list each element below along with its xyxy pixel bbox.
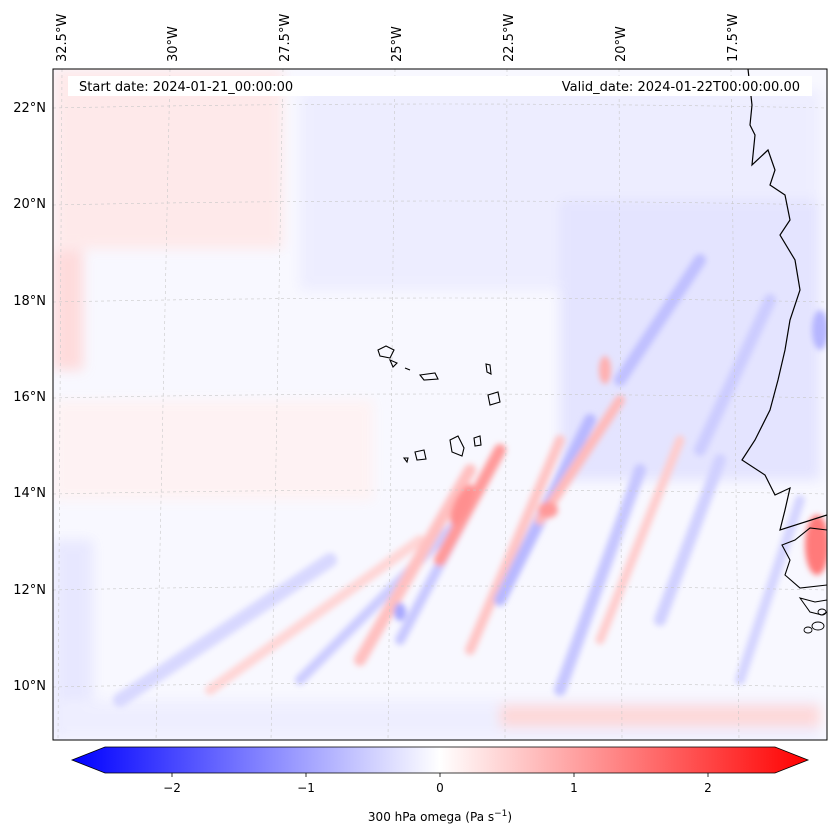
colorbar-tick-label: 1 (570, 781, 578, 795)
cape-verde-islands (377, 345, 501, 464)
colorbar-ticks (171, 773, 709, 777)
africa-coastline (741, 69, 827, 531)
guinea-bissau-coast (798, 597, 827, 616)
omega-streaks (113, 254, 827, 707)
lon-label: 32.5°W (55, 14, 70, 62)
gambia-coast (781, 527, 827, 589)
lon-label: 25°W (390, 26, 405, 62)
lon-label: 17.5°W (726, 14, 741, 62)
bijagos-islands (803, 608, 827, 634)
colorbar-title-sup: −1 (494, 809, 507, 819)
colorbar-tick-label: −1 (297, 781, 315, 795)
colorbar-gradient (70, 746, 810, 774)
colorbar-tick-label: 2 (704, 781, 712, 795)
colorbar-title: 300 hPa omega (Pa s−1) (368, 809, 512, 824)
lat-label: 16°N (13, 390, 46, 405)
colorbar-tick-label: −2 (163, 781, 181, 795)
lon-label: 30°W (166, 26, 181, 62)
date-banner (68, 76, 812, 96)
colorbar-tick-label: 0 (436, 781, 444, 795)
lat-label: 12°N (13, 583, 46, 598)
lon-label: 20°W (614, 26, 629, 62)
lat-label: 18°N (13, 294, 46, 309)
colorbar-title-close: ) (507, 810, 512, 824)
lon-label: 22.5°W (502, 14, 517, 62)
gridlines (53, 69, 827, 740)
lat-label: 10°N (13, 679, 46, 694)
longitude-labels: 32.5°W 30°W 27.5°W 25°W 22.5°W 20°W 17.5… (55, 14, 741, 62)
map-frame (52, 68, 828, 741)
lat-label: 14°N (13, 486, 46, 501)
colorbar: −2 −1 0 1 2 300 hPa omega (Pa s−1) (70, 746, 810, 824)
lat-label: 20°N (13, 197, 46, 212)
valid-date-label: Valid_date: 2024-01-22T00:00:00.00 (562, 80, 800, 95)
lon-label: 27.5°W (278, 14, 293, 62)
colorbar-title-text: 300 hPa omega (Pa s (368, 810, 494, 824)
map-panel (53, 69, 827, 740)
start-date-label: Start date: 2024-01-21_00:00:00 (79, 80, 293, 95)
latitude-labels: 22°N 20°N 18°N 16°N 14°N 12°N 10°N (13, 101, 46, 694)
lat-label: 22°N (13, 101, 46, 116)
